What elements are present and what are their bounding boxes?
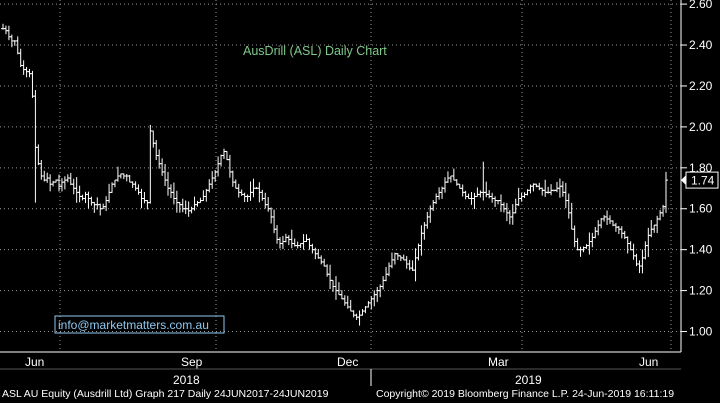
y-tick-label: 1.60: [689, 202, 713, 216]
y-tick-label: 1.80: [689, 161, 713, 175]
y-tick-label: 2.00: [689, 120, 713, 134]
x-year-label: 2019: [515, 373, 542, 386]
y-tick-label: 1.40: [689, 243, 713, 257]
watermark-email: info@marketmatters.com.au: [58, 318, 209, 332]
y-tick-label: 2.20: [689, 79, 713, 93]
price-chart: 1.00 1.20 1.40 1.60 1.80 2.00 2.20 2.40 2.60 Jun S…: [0, 0, 719, 386]
x-year-label: 2018: [173, 373, 200, 386]
y-tick-label: 1.20: [689, 284, 713, 298]
y-tick-label: 2.40: [689, 38, 713, 52]
x-month-label: Mar: [488, 355, 509, 369]
chart-footer: ASL AU Equity (Ausdrill Ltd) Graph 217 D…: [0, 386, 720, 403]
footer-ticker-info: ASL AU Equity (Ausdrill Ltd) Graph 217 D…: [2, 388, 329, 400]
x-month-label: Jun: [639, 355, 658, 369]
footer-copyright: Copyright© 2019 Bloomberg Finance L.P. 2…: [376, 388, 675, 400]
x-month-label: Dec: [337, 355, 358, 369]
y-tick-label: 2.60: [689, 0, 713, 11]
last-price-pointer: [681, 175, 686, 186]
chart-title: AusDrill (ASL) Daily Chart: [243, 44, 387, 58]
y-tick-label: 1.00: [689, 325, 713, 339]
watermark-box: [54, 315, 225, 334]
last-price-label: 1.74: [691, 174, 715, 188]
x-month-label: Jun: [25, 355, 44, 369]
x-month-label: Sep: [181, 355, 203, 369]
